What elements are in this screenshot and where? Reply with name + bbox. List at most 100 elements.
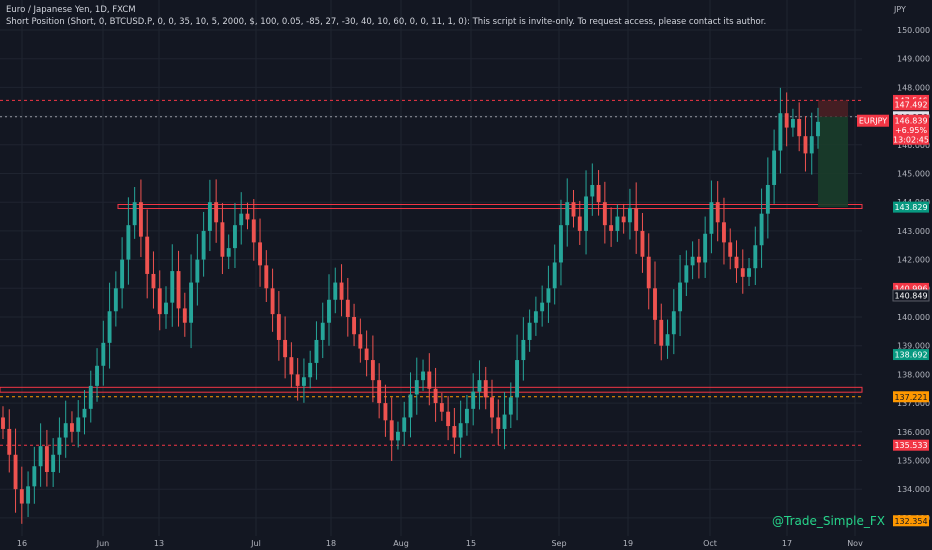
candle-body: [584, 196, 588, 231]
candle-body: [301, 377, 306, 386]
candle-body: [364, 348, 369, 361]
candle-body: [220, 222, 225, 257]
candle-body: [778, 113, 783, 151]
y-tick-label: 146.000: [897, 141, 930, 150]
candle-body: [258, 242, 262, 266]
candle-body: [70, 423, 74, 432]
last-price-box: [893, 114, 929, 145]
candle-body: [132, 202, 137, 226]
price-label-box: [893, 282, 929, 294]
candle-body: [421, 371, 425, 381]
candle-body: [107, 311, 112, 343]
x-tick-label: 19: [623, 539, 633, 548]
candle-body: [552, 262, 557, 289]
y-tick-label: 145.000: [897, 170, 930, 179]
x-tick-label: Oct: [703, 539, 717, 548]
price-labels: 147.546147.492146.976143.829140.996140.8…: [857, 94, 930, 527]
candle-body: [283, 339, 288, 358]
candle-body: [715, 202, 720, 223]
candle-body: [157, 288, 162, 315]
x-tick-label: 16: [17, 539, 27, 548]
candle-body: [684, 265, 689, 283]
price-label-text: 147.492: [894, 101, 927, 110]
time-axis[interactable]: 16 Jun 13 Jul 18 Aug 15 Sep 19 Oct 17 Nov: [17, 539, 863, 548]
x-tick-label: 17: [782, 539, 792, 548]
price-label-text: 137.221: [894, 393, 927, 402]
candle-body: [44, 446, 49, 472]
candle-body: [402, 417, 407, 432]
candle-body: [678, 282, 683, 312]
candle-body: [634, 207, 639, 231]
candle-body: [665, 334, 670, 346]
candle-body: [477, 380, 482, 392]
y-tick-label: 148.000: [897, 83, 930, 92]
chart-grid: [0, 0, 862, 536]
candle-body: [439, 403, 444, 412]
candle-body: [490, 397, 494, 418]
candle-body: [164, 302, 168, 315]
candles-layer: [1, 87, 820, 524]
candle-body: [51, 454, 56, 472]
price-label-box: [893, 201, 929, 213]
candle-body: [170, 271, 175, 303]
y-tick-label: 140.000: [897, 313, 930, 322]
candle-body: [295, 374, 300, 386]
candle-body: [653, 288, 657, 320]
candle-body: [314, 339, 319, 363]
price-label-text: 132.354: [894, 517, 927, 526]
candle-body: [145, 236, 150, 274]
symbol-title[interactable]: Euro / Japanese Yen, 1D, FXCM: [6, 5, 136, 15]
y-tick-label: 134.000: [897, 485, 930, 494]
candle-body: [809, 136, 814, 154]
candle-body: [327, 299, 331, 323]
candle-body: [57, 437, 62, 455]
candle-body: [772, 150, 777, 185]
y-tick-label: 142.000: [897, 256, 930, 265]
price-label-box: [893, 515, 929, 527]
candle-body: [201, 230, 206, 260]
price-label-text: 138.692: [894, 351, 927, 360]
price-label-text: 140.849: [894, 291, 927, 300]
candle-body: [239, 213, 244, 226]
candle-body: [396, 431, 400, 441]
candle-body: [483, 380, 488, 398]
candle-body: [734, 256, 739, 269]
resistance-zone: [117, 203, 863, 210]
y-tick-label: 149.000: [897, 55, 930, 64]
candle-body: [508, 397, 513, 415]
candle-body: [352, 317, 357, 335]
candle-body: [251, 219, 256, 243]
candle-body: [182, 308, 187, 323]
watermark-text: @Trade_Simple_FX: [772, 514, 885, 528]
x-tick-label: 13: [154, 539, 164, 548]
y-tick-label: 136.000: [897, 428, 930, 437]
candle-body: [627, 207, 632, 223]
price-label-box: [893, 99, 929, 111]
candle-body: [151, 273, 156, 289]
candle-body: [646, 256, 651, 289]
candle-body: [621, 216, 626, 223]
candle-body: [565, 202, 570, 226]
candle-body: [339, 282, 344, 300]
candle-body: [176, 271, 181, 309]
candle-body: [452, 426, 457, 438]
change-text: +6.95%: [895, 126, 928, 135]
candle-body: [1, 417, 5, 429]
candle-body: [671, 311, 676, 335]
candle-body: [471, 391, 476, 409]
countdown-text: 13:02:45: [893, 136, 929, 145]
candle-body: [602, 202, 607, 226]
stop-loss-box: [818, 100, 848, 117]
candle-body: [709, 202, 714, 234]
candle-body: [19, 489, 24, 504]
candle-body: [659, 319, 664, 346]
candle-body: [527, 322, 532, 340]
candle-body: [496, 417, 501, 429]
indicator-title[interactable]: Short Position (Short, 0, BTCUSD.P, 0, 0…: [6, 17, 767, 27]
candle-body: [226, 248, 231, 257]
price-label-box: [893, 349, 929, 361]
candle-body: [464, 408, 469, 424]
candle-body: [233, 225, 237, 249]
price-label-box: [893, 391, 929, 403]
